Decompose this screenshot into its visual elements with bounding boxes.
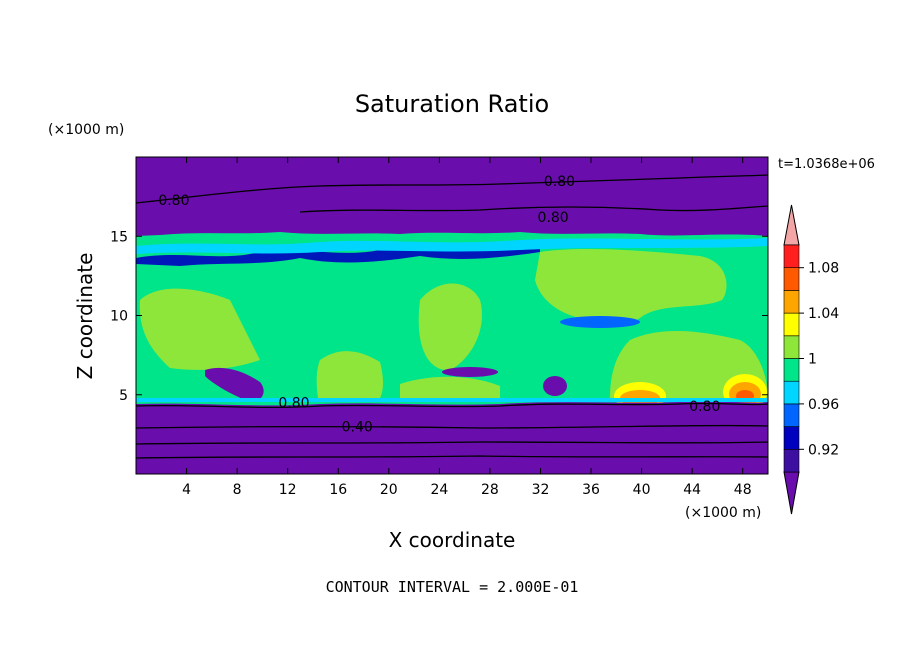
colorbar-swatch bbox=[783, 312, 800, 337]
colorbar-upper-arrow bbox=[783, 204, 800, 246]
y-unit-label: (×1000 m) bbox=[48, 122, 124, 138]
moist-patch bbox=[400, 376, 500, 398]
colorbar-tick-label: 1.08 bbox=[808, 261, 839, 277]
colorbar-swatch bbox=[783, 335, 800, 359]
colorbar: 0.92 0.96 1 1.04 1.08 bbox=[783, 204, 839, 515]
x-axis-label: X coordinate bbox=[389, 528, 516, 552]
plot-area: 0.80 0.80 0.80 0.80 0.40 0.80 bbox=[136, 157, 768, 474]
lower-dry-layer bbox=[136, 401, 768, 474]
x-tick-label: 4 bbox=[182, 482, 191, 498]
x-tick-label: 12 bbox=[279, 482, 297, 498]
moist-patch bbox=[316, 351, 383, 398]
moist-patch bbox=[418, 283, 482, 371]
y-tick-label: 10 bbox=[110, 309, 128, 325]
x-tick-label: 24 bbox=[430, 482, 448, 498]
y-tick-label: 15 bbox=[110, 229, 128, 245]
contour-interval-footer: CONTOUR INTERVAL = 2.000E-01 bbox=[326, 578, 579, 596]
cyan-band bbox=[136, 238, 768, 254]
x-tick-label: 32 bbox=[532, 482, 550, 498]
x-tick-label: 36 bbox=[582, 482, 600, 498]
colorbar-swatch bbox=[783, 290, 800, 314]
x-tick-label: 40 bbox=[633, 482, 651, 498]
contour-label: 0.80 bbox=[538, 210, 569, 226]
colorbar-swatch bbox=[783, 426, 800, 450]
dry-patch bbox=[205, 367, 264, 402]
colorbar-swatch bbox=[783, 358, 800, 382]
x-tick-label: 48 bbox=[734, 482, 752, 498]
contour-label: 0.80 bbox=[689, 399, 720, 415]
colorbar-tick-label: 1 bbox=[808, 352, 817, 368]
colorbar-swatch bbox=[783, 380, 800, 405]
contour-label-layer: 0.80 0.80 0.80 0.80 0.40 0.80 bbox=[158, 174, 720, 436]
y-axis: 5 10 15 bbox=[110, 229, 768, 404]
colorbar-swatch bbox=[783, 448, 800, 473]
chart-title: Saturation Ratio bbox=[355, 90, 549, 118]
x-axis: 4 8 12 16 20 24 28 32 36 40 44 48 bbox=[182, 157, 752, 498]
surface-cyan-strip bbox=[136, 398, 768, 402]
contour-label: 0.80 bbox=[158, 193, 189, 209]
colorbar-tick-label: 0.96 bbox=[808, 397, 839, 413]
moist-patch bbox=[139, 288, 260, 370]
contour-label: 0.80 bbox=[278, 396, 309, 412]
dry-patch bbox=[442, 367, 498, 377]
colorbar-swatch bbox=[783, 403, 800, 427]
y-axis-label: Z coordinate bbox=[73, 253, 97, 380]
contour-label: 0.80 bbox=[544, 174, 575, 190]
x-tick-label: 16 bbox=[329, 482, 347, 498]
x-tick-label: 8 bbox=[233, 482, 242, 498]
contour-label: 0.40 bbox=[342, 419, 373, 435]
x-tick-label: 44 bbox=[683, 482, 701, 498]
x-tick-label: 20 bbox=[380, 482, 398, 498]
colorbar-lower-arrow bbox=[783, 471, 800, 515]
time-label: t=1.0368e+06 bbox=[778, 157, 875, 172]
y-tick-label: 5 bbox=[119, 388, 128, 404]
colorbar-tick-label: 1.04 bbox=[808, 306, 839, 322]
x-unit-label: (×1000 m) bbox=[685, 505, 761, 521]
moist-patch bbox=[535, 249, 727, 327]
upper-dry-layer bbox=[136, 157, 768, 236]
colorbar-tick-label: 0.92 bbox=[808, 442, 839, 458]
x-tick-label: 28 bbox=[481, 482, 499, 498]
colorbar-swatch bbox=[783, 267, 800, 291]
contour-lines bbox=[136, 174, 768, 459]
dry-patch bbox=[560, 316, 640, 328]
colorbar-swatch bbox=[783, 244, 800, 269]
dry-patch bbox=[543, 376, 567, 396]
